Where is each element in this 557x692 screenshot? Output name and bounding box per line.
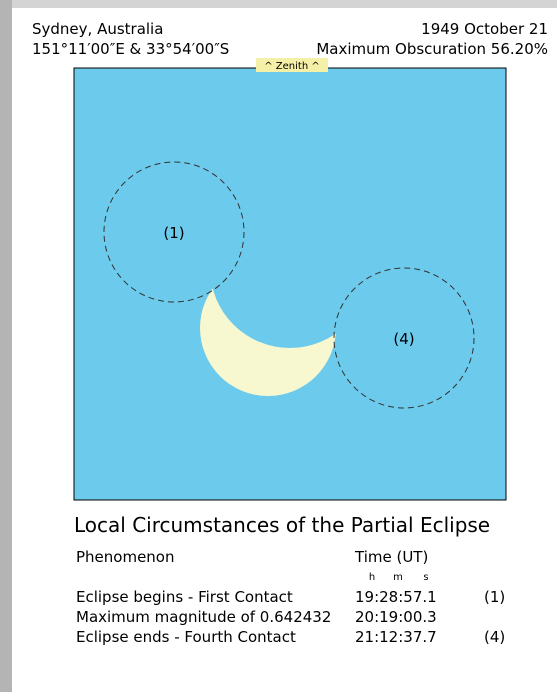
cell: 21:12:37.7 xyxy=(355,628,437,646)
date: 1949 October 21 xyxy=(421,20,548,38)
coordinates: 151°11′00″E & 33°54′00″S xyxy=(32,40,229,58)
left-border xyxy=(0,0,12,692)
unit: m xyxy=(393,572,403,583)
contact-label: (4) xyxy=(393,330,414,348)
cell: Eclipse ends - Fourth Contact xyxy=(76,628,296,646)
obscuration: Maximum Obscuration 56.20% xyxy=(316,40,548,58)
unit: h xyxy=(369,572,375,583)
page: Sydney, Australia 151°11′00″E & 33°54′00… xyxy=(0,0,557,692)
cell: 20:19:00.3 xyxy=(355,608,437,626)
unit: s xyxy=(423,572,428,583)
contact-label: (1) xyxy=(163,224,184,242)
location: Sydney, Australia xyxy=(32,20,163,38)
zenith-label: ^ Zenith ^ xyxy=(264,61,320,72)
cell: Eclipse begins - First Contact xyxy=(76,588,293,606)
moon xyxy=(210,188,370,348)
cell: (4) xyxy=(484,628,505,646)
column-header: Time (UT) xyxy=(354,548,428,566)
column-header: Phenomenon xyxy=(76,548,175,566)
table-title: Local Circumstances of the Partial Eclip… xyxy=(74,513,490,537)
cell: Maximum magnitude of 0.642432 xyxy=(76,608,331,626)
top-border xyxy=(12,0,557,8)
eclipse-view: Sydney, Australia 151°11′00″E & 33°54′00… xyxy=(0,0,557,692)
cell: 19:28:57.1 xyxy=(355,588,437,606)
cell: (1) xyxy=(484,588,505,606)
